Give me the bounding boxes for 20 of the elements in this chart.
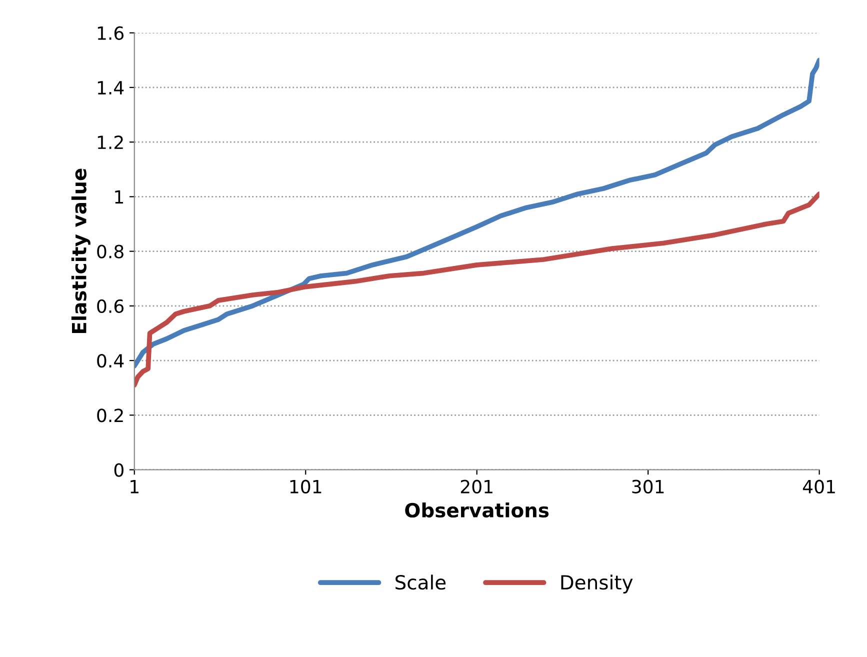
x-tick-label: 201 [460, 480, 492, 494]
y-tick-label: 0.8 [97, 244, 124, 258]
legend-label: Scale [396, 574, 446, 590]
x-tick-label: 101 [290, 480, 322, 494]
x-tick-label: 401 [802, 480, 835, 494]
line-series [134, 192, 820, 388]
x-axis-title: Observations [405, 502, 549, 518]
y-tick-label: 1.6 [98, 26, 124, 40]
y-tick-label: 1.4 [98, 81, 124, 94]
x-tick-label: 1 [130, 480, 138, 494]
y-axis-title: Elasticity value [71, 168, 90, 334]
y-tick-label: 1 [115, 190, 123, 204]
y-tick-label: 0.2 [97, 408, 123, 422]
line-series [134, 58, 820, 368]
y-tick-label: 0.4 [97, 354, 124, 368]
y-tick-label: 0.6 [97, 299, 124, 314]
legend-label: Density [561, 574, 633, 594]
x-tick-label: 301 [632, 480, 664, 494]
y-tick-label: 1.2 [98, 136, 123, 149]
y-tick-label: 0 [114, 463, 124, 477]
